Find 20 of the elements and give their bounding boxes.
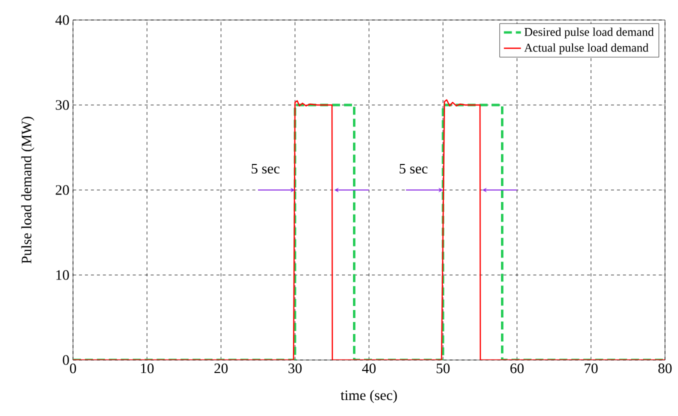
x-axis-title: time (sec)	[340, 390, 397, 404]
x-tick-label: 80	[658, 364, 672, 374]
x-tick-label: 50	[436, 364, 450, 374]
y-tick-label: 40	[55, 15, 69, 25]
y-tick-label: 30	[56, 100, 69, 110]
legend-label: Desired pulse load demand	[524, 28, 654, 38]
x-tick-label: 0	[70, 364, 76, 374]
x-tick-label: 10	[141, 364, 154, 374]
y-axis-title: Pulse load demand (MW)	[21, 116, 34, 264]
x-tick-label: 70	[584, 364, 598, 374]
legend-label: Actual pulse load demand	[524, 43, 648, 54]
x-tick-label: 30	[288, 364, 302, 374]
y-tick-label: 10	[56, 270, 69, 280]
x-tick-label: 20	[214, 364, 228, 374]
y-tick-label: 0	[62, 355, 69, 365]
x-tick-label: 60	[510, 364, 524, 374]
x-tick-label: 40	[362, 364, 376, 374]
annotation: 5 sec	[400, 164, 428, 174]
annotation: 5 sec	[252, 164, 280, 174]
y-tick-label: 20	[56, 185, 69, 195]
